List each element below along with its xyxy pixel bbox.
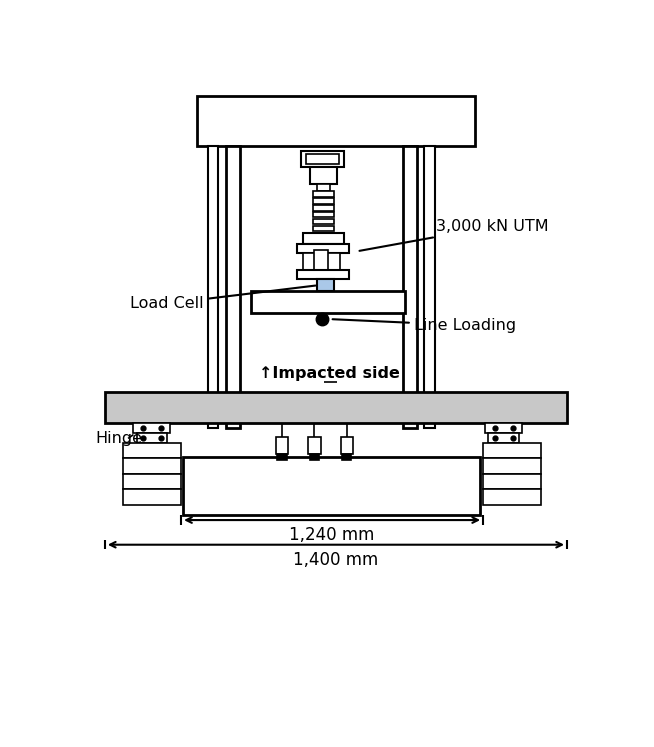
Bar	[303, 233, 343, 244]
Bar	[483, 474, 541, 489]
Text: Line Loading: Line Loading	[333, 317, 517, 332]
Bar	[342, 454, 351, 460]
Text: 1,240 mm: 1,240 mm	[290, 526, 375, 545]
Bar	[208, 146, 218, 429]
Bar	[483, 459, 541, 474]
Bar	[424, 146, 434, 429]
Bar	[310, 454, 319, 460]
Bar	[313, 198, 334, 204]
Bar	[124, 459, 181, 474]
Bar	[489, 433, 519, 443]
Bar	[251, 291, 405, 313]
Bar	[105, 392, 567, 423]
Bar	[310, 167, 337, 184]
Bar	[298, 244, 349, 253]
Bar	[313, 205, 334, 211]
Bar	[277, 454, 286, 460]
Text: 3,000 kN UTM: 3,000 kN UTM	[360, 219, 549, 251]
Bar	[403, 146, 417, 429]
Bar	[308, 437, 320, 454]
Bar	[184, 457, 480, 515]
Text: Hinge: Hinge	[95, 431, 142, 446]
Bar	[198, 96, 475, 146]
Bar	[226, 146, 240, 429]
Bar	[315, 249, 328, 271]
Bar	[317, 184, 330, 191]
Bar	[124, 443, 181, 459]
Text: Load Cell: Load Cell	[129, 285, 315, 311]
Bar	[298, 270, 349, 279]
Bar	[313, 191, 334, 196]
Bar	[137, 433, 167, 443]
Bar	[483, 489, 541, 505]
Bar	[313, 219, 334, 224]
Text: 1,400 mm: 1,400 mm	[294, 551, 379, 569]
Bar	[341, 437, 353, 454]
Bar	[313, 212, 334, 217]
Text: ↑Impacted side: ↑Impacted side	[260, 366, 400, 381]
Bar	[303, 253, 318, 270]
Bar	[483, 443, 541, 459]
Bar	[317, 279, 334, 291]
Bar	[306, 154, 339, 164]
Bar	[313, 226, 334, 232]
Bar	[276, 437, 288, 454]
Bar	[324, 253, 340, 270]
Bar	[124, 489, 181, 505]
Bar	[133, 423, 171, 433]
Bar	[485, 423, 523, 433]
Bar	[124, 474, 181, 489]
Bar	[301, 151, 343, 167]
